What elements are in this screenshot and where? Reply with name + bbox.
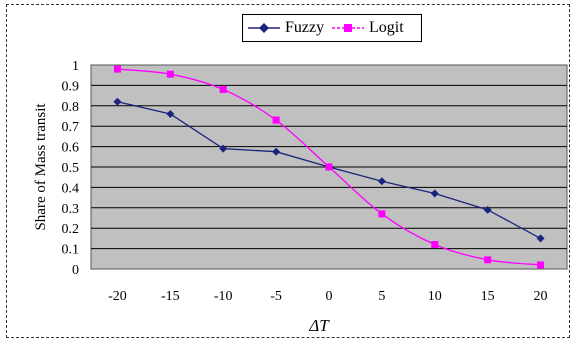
y-tick-label: 0.2: [62, 222, 80, 237]
y-tick-label: 0.8: [62, 100, 80, 115]
data-point-logit: [219, 85, 227, 93]
legend-swatch-logit: [332, 24, 364, 32]
data-point-fuzzy: [113, 97, 122, 106]
y-tick-label: 0.7: [62, 120, 80, 135]
data-point-logit: [431, 241, 439, 249]
y-tick-labels: 0 0.1 0.2 0.3 0.4 0.5 0.6 0.7 0.8 0.9 1: [62, 59, 80, 278]
x-tick-labels: -20 -15 -10 -5 0 5 10 15 20: [108, 289, 547, 304]
y-tick-label: 1: [72, 59, 79, 74]
data-point-fuzzy: [536, 234, 545, 243]
x-tick-label: 5: [378, 289, 385, 304]
data-point-logit: [378, 210, 386, 218]
x-tick-label: 10: [428, 289, 442, 304]
data-point-fuzzy: [166, 109, 175, 118]
legend-label-fuzzy: Fuzzy: [285, 19, 325, 36]
legend-label-logit: Logit: [369, 19, 404, 36]
legend: Fuzzy Logit: [242, 14, 422, 42]
data-point-fuzzy: [219, 144, 228, 153]
x-tick-label: 15: [481, 289, 495, 304]
data-point-logit: [537, 261, 545, 269]
x-tick-label: -5: [270, 289, 282, 304]
series-layer: [113, 65, 545, 269]
y-tick-label: 0.6: [62, 141, 80, 156]
data-point-logit: [325, 163, 333, 171]
y-tick-label: 0.4: [62, 181, 80, 196]
chart-frame: [6, 4, 570, 338]
x-tick-label: -10: [214, 289, 233, 304]
y-tick-label: 0.5: [62, 161, 80, 176]
data-point-logit: [272, 116, 280, 124]
data-point-fuzzy: [483, 205, 492, 214]
data-point-fuzzy: [377, 177, 386, 186]
y-tick-label: 0: [72, 263, 79, 278]
data-point-fuzzy: [430, 189, 439, 198]
y-axis-label: Share of Mass transit: [33, 103, 49, 231]
data-point-logit: [166, 70, 174, 78]
x-tick-label: 0: [326, 289, 333, 304]
y-tick-label: 0.3: [62, 202, 80, 217]
data-point-logit: [113, 65, 121, 73]
y-tick-label: 0.1: [62, 243, 80, 258]
legend-swatch-fuzzy: [248, 23, 280, 33]
data-point-logit: [484, 256, 492, 264]
data-point-fuzzy: [272, 147, 281, 156]
x-tick-label: -20: [108, 289, 127, 304]
x-tick-label: 20: [534, 289, 548, 304]
x-tick-label: -15: [161, 289, 180, 304]
x-axis-label: ΔT: [308, 316, 330, 335]
y-tick-label: 0.9: [62, 79, 80, 94]
